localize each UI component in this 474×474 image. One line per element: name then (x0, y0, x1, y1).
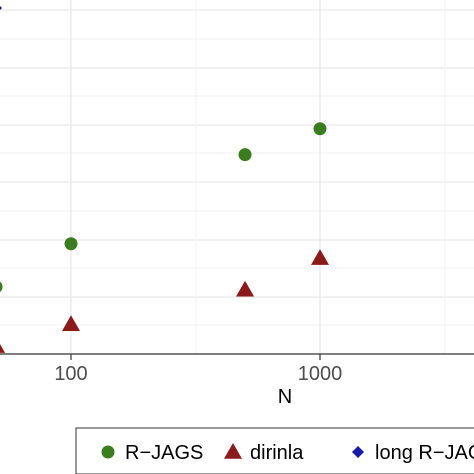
data-point (311, 249, 329, 265)
legend: R−JAGS dirinla long R−JAGS (75, 427, 474, 474)
legend-label: long R−JAGS (375, 442, 474, 464)
data-point (313, 122, 327, 136)
x-axis-ticks: 100 1000 (54, 354, 342, 385)
data-point (236, 280, 255, 297)
gridlines (0, 0, 474, 354)
legend-box (75, 427, 474, 474)
legend-key (352, 446, 364, 458)
legend-key (101, 445, 115, 459)
x-tick-label: 1000 (298, 363, 343, 385)
data-point (64, 237, 78, 251)
series-1 (0, 249, 329, 353)
x-tick-label: 100 (54, 363, 87, 385)
series-0 (0, 122, 327, 293)
legend-label: R−JAGS (125, 442, 203, 464)
data-point (0, 281, 3, 293)
data-point (0, 344, 6, 353)
series-2 (0, 5, 3, 11)
legend-key (224, 443, 242, 459)
legend-label: dirinla (250, 442, 304, 464)
data-point (0, 5, 3, 11)
data-point (238, 148, 252, 162)
data-points (0, 5, 329, 353)
x-axis-title: N (278, 386, 292, 408)
data-point (62, 315, 80, 331)
